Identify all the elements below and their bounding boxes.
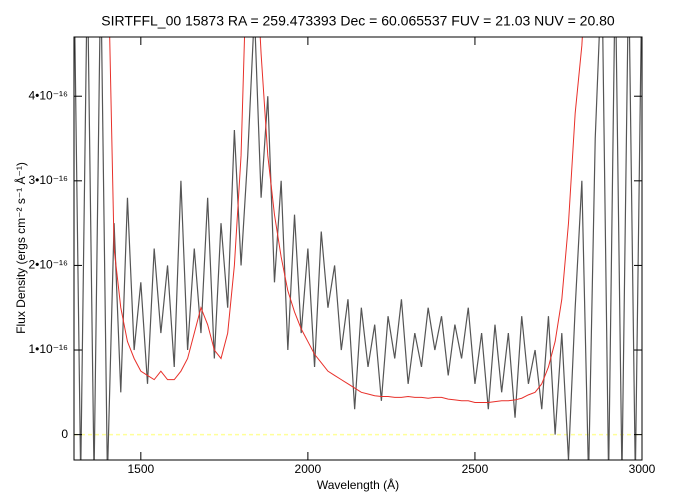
x-tick-label: 2000	[295, 462, 322, 476]
series-line	[109, 37, 583, 403]
x-axis-label: Wavelength (Å)	[317, 477, 399, 492]
x-tick-label: 1500	[127, 462, 154, 476]
series-line	[74, 37, 642, 460]
plot-area	[74, 37, 642, 460]
x-tick-label: 3000	[629, 462, 656, 476]
y-tick-label: 2•10⁻¹⁶	[29, 258, 69, 272]
x-tick-label: 2500	[462, 462, 489, 476]
y-tick-label: 3•10⁻¹⁶	[29, 173, 69, 187]
y-tick-label: 4•10⁻¹⁶	[29, 88, 69, 102]
y-tick-label: 0	[61, 427, 68, 441]
y-axis-label: Flux Density (ergs cm⁻² s⁻¹ Å⁻¹)	[13, 162, 28, 334]
plot-frame	[73, 36, 643, 461]
chart-title: SIRTFFL_00 15873 RA = 259.473393 Dec = 6…	[101, 13, 615, 29]
y-tick-label: 1•10⁻¹⁶	[29, 342, 69, 356]
